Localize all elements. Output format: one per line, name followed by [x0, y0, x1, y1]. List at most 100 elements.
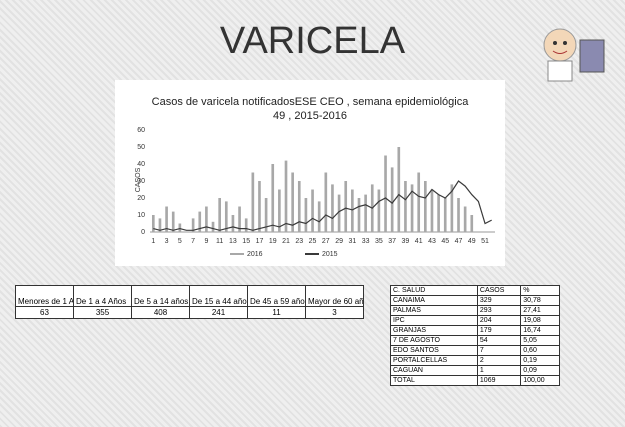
- y-axis-label: CASOS: [135, 167, 142, 192]
- bar: [417, 172, 421, 232]
- y-tick-label: 40: [137, 161, 145, 168]
- x-tick-label: 31: [348, 238, 356, 245]
- x-tick-label: 27: [322, 238, 330, 245]
- bar: [317, 201, 321, 232]
- x-tick-label: 21: [282, 238, 290, 245]
- bar: [264, 198, 268, 232]
- bar: [198, 211, 202, 232]
- cell: 0,09: [520, 365, 560, 376]
- cell: IPC: [390, 315, 478, 326]
- cell: 27,41: [520, 305, 560, 316]
- bar: [344, 181, 348, 232]
- header-cell: Mayor de 60 años: [305, 285, 364, 307]
- cell: PALMAS: [390, 305, 478, 316]
- header-cell: %: [520, 285, 560, 296]
- cell: 179: [476, 325, 522, 336]
- bar: [470, 215, 474, 232]
- bar: [450, 184, 454, 232]
- bar: [304, 198, 308, 232]
- bar: [364, 194, 367, 232]
- value-cell: 241: [189, 306, 248, 319]
- bar: [224, 201, 228, 232]
- x-tick-label: 13: [229, 238, 237, 245]
- legend-label: 2016: [247, 251, 263, 258]
- bar: [284, 160, 288, 232]
- row: IPC 204 19,08: [390, 315, 560, 326]
- row: PALMAS 293 27,41: [390, 305, 560, 316]
- y-tick-label: 30: [137, 178, 145, 185]
- header-cell: De 45 a 59 años: [247, 285, 306, 307]
- cell: CANAIMA: [390, 295, 478, 306]
- bar: [178, 223, 182, 232]
- x-tick-label: 39: [402, 238, 410, 245]
- value-cell: 408: [131, 306, 190, 319]
- row: PORTALCELLAS 2 0,19: [390, 355, 560, 366]
- cell: 100,00: [520, 375, 560, 386]
- bar: [437, 194, 440, 232]
- chart-area: [115, 80, 505, 266]
- bar: [258, 181, 261, 232]
- bar: [324, 172, 328, 232]
- bar: [278, 189, 281, 232]
- bar: [430, 189, 434, 232]
- bar: [251, 172, 255, 232]
- bar: [191, 218, 195, 232]
- cell: 293: [476, 305, 522, 316]
- value-cell: 355: [73, 306, 132, 319]
- cell: CAGUAN: [390, 365, 478, 376]
- row: CAGUAN 1 0,09: [390, 365, 560, 376]
- cell: TOTAL: [390, 375, 478, 386]
- legend-label: 2015: [322, 251, 338, 258]
- cell: GRANJAS: [390, 325, 478, 336]
- row: 7 DE AGOSTO 54 5,05: [390, 335, 560, 346]
- bar: [331, 184, 334, 232]
- header-cell: De 1 a 4 Años: [73, 285, 132, 307]
- x-tick-label: 45: [441, 238, 449, 245]
- x-tick-label: 49: [468, 238, 476, 245]
- bar: [404, 181, 407, 232]
- bar: [231, 215, 235, 232]
- bar: [377, 189, 381, 232]
- cell: 16,74: [520, 325, 560, 336]
- x-tick-label: 17: [256, 238, 264, 245]
- cell: 5,05: [520, 335, 560, 346]
- x-tick-label: 37: [388, 238, 396, 245]
- row: TOTAL 1069 100,00: [390, 375, 560, 386]
- y-tick-label: 50: [137, 144, 145, 151]
- bar: [151, 215, 155, 232]
- center-table: C. SALUD CASOS% CANAIMA 329 30,78 PALMAS 293 27…: [390, 285, 560, 386]
- x-tick-label: 1: [151, 238, 155, 245]
- cell: 19,08: [520, 315, 560, 326]
- cell: 204: [476, 315, 522, 326]
- bar: [311, 189, 314, 232]
- bar: [351, 189, 354, 232]
- cell: 0,60: [520, 345, 560, 356]
- x-tick-label: 47: [455, 238, 463, 245]
- line: [153, 180, 492, 231]
- header-cell: C. SALUD: [390, 285, 478, 296]
- value-cell: 63: [15, 306, 74, 319]
- x-tick-label: 23: [295, 238, 303, 245]
- x-tick-label: 33: [362, 238, 370, 245]
- header-cell: De 15 a 44 años: [189, 285, 248, 307]
- bar: [337, 194, 341, 232]
- cell: EDO SANTOS: [390, 345, 478, 356]
- row: CANAIMA 329 30,78: [390, 295, 560, 306]
- cell: PORTALCELLAS: [390, 355, 478, 366]
- y-tick-label: 0: [141, 229, 145, 236]
- value-cell: 11: [247, 306, 306, 319]
- bar: [165, 206, 168, 232]
- bar: [463, 206, 467, 232]
- y-tick-label: 10: [137, 212, 145, 219]
- bar: [397, 147, 401, 232]
- bar: [457, 198, 460, 232]
- bar: [271, 164, 275, 232]
- x-tick-label: 9: [204, 238, 208, 245]
- cell: 54: [476, 335, 522, 346]
- chart-title: Casos de varicela notificadosESE CEO , s…: [151, 96, 469, 122]
- x-tick-label: 5: [178, 238, 182, 245]
- bar: [443, 198, 447, 232]
